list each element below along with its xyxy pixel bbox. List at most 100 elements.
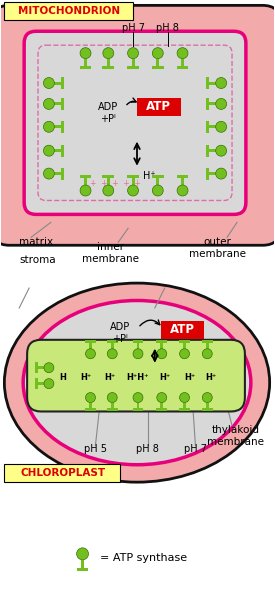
Bar <box>156 409 167 412</box>
Bar <box>54 82 61 85</box>
Bar <box>202 340 213 343</box>
Bar <box>177 175 188 178</box>
Circle shape <box>44 363 54 373</box>
Circle shape <box>128 185 139 196</box>
Bar <box>209 125 216 128</box>
Bar <box>107 59 110 65</box>
Bar <box>111 403 114 409</box>
Bar <box>38 382 44 385</box>
FancyBboxPatch shape <box>27 340 245 412</box>
Circle shape <box>216 77 227 88</box>
Bar <box>156 59 159 65</box>
Bar <box>84 178 87 185</box>
Bar <box>206 121 209 133</box>
Bar <box>54 149 61 152</box>
Bar <box>206 145 209 157</box>
Circle shape <box>103 185 114 196</box>
Bar <box>84 59 87 65</box>
Text: matrix: matrix <box>19 237 53 247</box>
Bar <box>183 403 186 409</box>
Text: ADP
+Pᴵ: ADP +Pᴵ <box>98 101 119 124</box>
Circle shape <box>216 168 227 179</box>
Bar <box>35 378 38 389</box>
Ellipse shape <box>23 301 251 465</box>
Circle shape <box>43 77 54 88</box>
Bar <box>136 403 139 409</box>
Circle shape <box>86 392 95 403</box>
Bar <box>79 175 92 178</box>
Bar <box>79 65 92 68</box>
FancyBboxPatch shape <box>0 5 275 245</box>
Bar <box>127 175 139 178</box>
FancyArrowPatch shape <box>127 98 136 105</box>
Bar <box>107 340 118 343</box>
Bar <box>107 409 118 412</box>
Bar <box>61 98 64 110</box>
Text: stroma: stroma <box>19 255 56 265</box>
Bar <box>102 65 114 68</box>
Circle shape <box>86 349 95 359</box>
Text: pH 8: pH 8 <box>136 445 159 454</box>
Bar <box>61 77 64 89</box>
Bar <box>160 343 163 349</box>
Bar <box>35 362 38 373</box>
Circle shape <box>43 98 54 109</box>
Text: inner
membrane: inner membrane <box>82 242 139 264</box>
Text: pH 8: pH 8 <box>156 23 179 33</box>
Text: H⁺H⁺: H⁺H⁺ <box>127 373 149 382</box>
Circle shape <box>152 185 163 196</box>
Circle shape <box>43 145 54 156</box>
Bar <box>152 65 164 68</box>
Text: H⁺: H⁺ <box>80 373 91 382</box>
Bar <box>209 149 216 152</box>
Circle shape <box>80 47 91 59</box>
Circle shape <box>177 47 188 59</box>
Bar <box>209 103 216 106</box>
Circle shape <box>157 392 167 403</box>
Circle shape <box>77 548 89 560</box>
Text: pH 5: pH 5 <box>84 445 107 454</box>
Circle shape <box>80 185 91 196</box>
Circle shape <box>133 392 143 403</box>
Text: ADP
+Pᴵ: ADP +Pᴵ <box>110 322 130 344</box>
Circle shape <box>103 47 114 59</box>
Bar <box>206 403 209 409</box>
Bar <box>61 167 64 179</box>
Bar <box>156 340 167 343</box>
Bar <box>89 343 92 349</box>
Bar <box>152 175 164 178</box>
FancyBboxPatch shape <box>137 98 181 116</box>
Bar <box>54 172 61 175</box>
Bar <box>183 343 186 349</box>
Text: +  +  +  +  +: + + + + + <box>90 179 141 188</box>
Text: ATP: ATP <box>170 323 195 337</box>
Bar <box>160 403 163 409</box>
Bar <box>54 125 61 128</box>
Bar <box>107 178 110 185</box>
Text: H⁺: H⁺ <box>105 373 116 382</box>
Bar <box>181 59 184 65</box>
Bar <box>38 366 44 369</box>
Bar <box>111 343 114 349</box>
Bar <box>89 403 92 409</box>
Bar <box>181 178 184 185</box>
Text: H⁺: H⁺ <box>143 170 156 181</box>
Bar <box>177 65 188 68</box>
Text: CHLOROPLAST: CHLOROPLAST <box>20 468 105 478</box>
Text: = ATP synthase: = ATP synthase <box>100 553 188 563</box>
Bar <box>209 172 216 175</box>
Circle shape <box>216 98 227 109</box>
Bar <box>77 568 89 571</box>
Bar <box>206 343 209 349</box>
FancyArrowPatch shape <box>140 320 160 326</box>
Bar <box>133 409 144 412</box>
Bar <box>179 409 190 412</box>
Bar <box>209 82 216 85</box>
Ellipse shape <box>4 283 270 482</box>
Bar <box>127 65 139 68</box>
Bar <box>61 145 64 157</box>
Circle shape <box>107 349 117 359</box>
Circle shape <box>107 392 117 403</box>
FancyBboxPatch shape <box>4 2 133 20</box>
Text: thylakoid
membrane: thylakoid membrane <box>208 425 265 447</box>
